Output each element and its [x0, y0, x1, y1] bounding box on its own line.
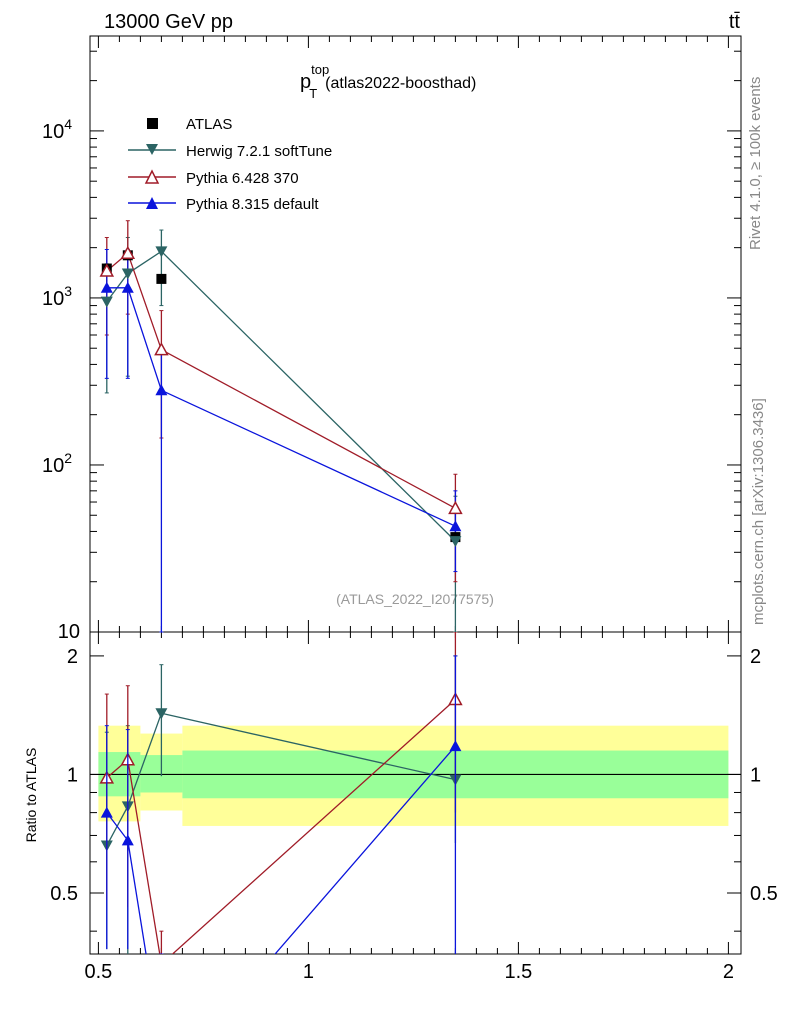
ratio-clipped	[99, 632, 463, 954]
ratio-marker-herwig-7-2-1-softtune	[155, 708, 168, 720]
y-tick-label-ratio-right: 1	[750, 764, 761, 786]
main-marker-herwig-7-2-1-softtune	[121, 268, 134, 280]
legend-label-atlas: ATLAS	[186, 116, 232, 133]
ratio-axis-label: Ratio to ATLAS	[23, 748, 39, 843]
main-marker-pythia-8-315-default	[121, 281, 134, 293]
rivet-version-label: Rivet 4.1.0, ≥ 100k events	[747, 77, 764, 250]
legend-label-pythia8: Pythia 8.315 default	[186, 196, 319, 213]
legend-marker-pythia8	[146, 197, 158, 209]
ratio-marker-pythia-8-315-default	[449, 740, 462, 752]
plot-title-sup: top	[311, 62, 329, 77]
ratio-plot-frame	[89, 631, 742, 955]
main-marker-pythia-6-428-370	[120, 245, 136, 260]
legend-marker-atlas	[147, 118, 158, 129]
y-tick-label-ratio-right: 2	[750, 646, 761, 668]
ratio-marker-pythia-8-315-default	[121, 834, 134, 846]
y-tick-label-main: 103	[42, 283, 72, 310]
legend-label-pythia6: Pythia 6.428 370	[186, 170, 299, 187]
header-process-label: tt̄	[729, 11, 741, 33]
y-tick-label-ratio: 2	[67, 646, 78, 668]
legend-marker-pythia6	[144, 169, 160, 184]
y-tick-label-main: 10	[58, 621, 80, 643]
plot-title-rest: (atlas2022-boosthad)	[325, 75, 476, 92]
main-panel-series	[99, 220, 463, 633]
ratio-line-pythia-8-315-default	[106, 745, 456, 954]
plot-title: ptop T (atlas2022-boosthad)	[300, 62, 476, 101]
legend-label-herwig: Herwig 7.2.1 softTune	[186, 143, 332, 160]
y-tick-label-main: 104	[42, 116, 72, 143]
mcplots-credit-label: mcplots.cern.ch [arXiv:1306.3436]	[750, 398, 767, 625]
main-marker-herwig-7-2-1-softtune	[100, 296, 113, 308]
ratio-uncertainty-bands	[98, 725, 729, 826]
ratio-panel-series	[99, 632, 463, 954]
main-marker-herwig-7-2-1-softtune	[449, 536, 462, 548]
main-line-pythia-8-315-default	[106, 287, 456, 527]
main-marker-pythia-6-428-370	[448, 500, 463, 515]
y-tick-label-ratio: 1	[67, 764, 78, 786]
x-tick-label: 2	[723, 961, 734, 983]
main-marker-herwig-7-2-1-softtune	[155, 246, 168, 258]
plot-title-main: p	[300, 71, 311, 93]
plot-title-sub: T	[309, 86, 317, 101]
main-line-pythia-6-428-370	[106, 252, 456, 509]
y-tick-label-ratio-right: 0.5	[750, 883, 778, 905]
main-line-herwig-7-2-1-softtune	[106, 250, 456, 542]
x-tick-label: 1.5	[504, 961, 532, 983]
legend-marker-herwig	[146, 144, 158, 155]
x-tick-label: 1	[303, 961, 314, 983]
main-marker-pythia-8-315-default	[100, 281, 113, 293]
main-marker-pythia-6-428-370	[154, 342, 169, 356]
header-energy-label: 13000 GeV pp	[104, 11, 233, 33]
y-tick-label-main: 102	[42, 450, 72, 477]
legend: ATLAS Herwig 7.2.1 softTune Pythia 6.428…	[128, 116, 332, 213]
main-marker-pythia-6-428-370	[99, 263, 115, 277]
y-tick-label-ratio: 0.5	[50, 883, 78, 905]
ratio-marker-pythia-8-315-default	[100, 806, 113, 818]
main-marker-atlas	[156, 273, 167, 284]
ratio-line-pythia-6-428-370	[106, 699, 456, 954]
main-marker-pythia-8-315-default	[449, 520, 462, 532]
main-marker-pythia-8-315-default	[155, 384, 168, 396]
x-tick-label: 0.5	[84, 961, 112, 983]
analysis-watermark: (ATLAS_2022_I2077575)	[336, 591, 494, 607]
axis-ticks: 0.5 1 1.5 2 10 102 103 104 0.5 0.5 1 1 2 2	[42, 36, 778, 983]
